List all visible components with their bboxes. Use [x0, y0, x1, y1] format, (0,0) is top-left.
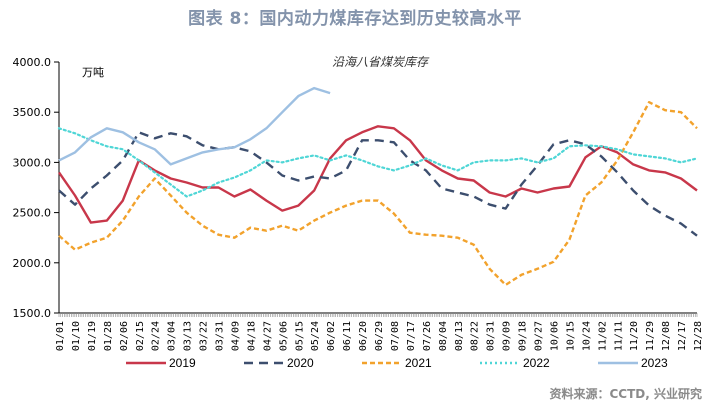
x-axis: 01/01 01/10 01/19 01/28 02/06 02/15 02/24 03/04…: [54, 312, 704, 351]
x-tick-label: 07/17: [406, 321, 417, 351]
series-2021-line: [58, 101, 698, 287]
x-tick-label: 12/28: [693, 321, 704, 351]
legend-label-2021: 2021: [405, 356, 432, 370]
source-note: 资料来源：CCTD, 兴业研究: [549, 387, 703, 401]
x-tick-label: 08/04: [438, 321, 449, 351]
legend-label-2023: 2023: [641, 356, 668, 370]
y-axis: 1500.0 2000.0 2500.0 3000.0 3500.0 4000.0: [13, 56, 60, 320]
x-tick-label: 10/15: [565, 321, 576, 351]
x-tick-label: 02/24: [151, 321, 162, 351]
x-tick-label: 07/26: [422, 321, 433, 351]
legend-label-2020: 2020: [287, 356, 314, 370]
figure-title: 图表 8：国内动力煤库存达到历史较高水平: [188, 9, 522, 29]
series-2020-line: [58, 131, 698, 237]
unit-label: 万吨: [82, 66, 104, 79]
x-tick-label: 01/10: [71, 321, 82, 351]
x-tick-label: 03/31: [215, 321, 226, 351]
x-tick-label: 06/29: [374, 321, 385, 351]
x-tick-label: 01/28: [103, 321, 114, 351]
x-tick-label: 12/17: [677, 321, 688, 351]
x-tick-label: 11/02: [597, 321, 608, 351]
x-tick-label: 01/01: [55, 321, 66, 351]
x-tick-label: 10/24: [581, 321, 592, 351]
series-2022-line: [57, 127, 699, 198]
x-tick-label: 08/13: [454, 321, 465, 351]
x-tick-label: 05/15: [294, 321, 305, 351]
x-tick-label: 08/22: [470, 321, 481, 351]
x-tick-label: 04/09: [230, 321, 241, 351]
series-2019-line: [58, 125, 698, 224]
x-tick-label: 06/11: [342, 321, 353, 351]
y-tick-label: 3000.0: [13, 156, 52, 169]
x-tick-label: 04/27: [262, 321, 273, 351]
x-tick-label: 03/13: [183, 321, 194, 351]
x-tick-label: 01/19: [87, 321, 98, 351]
legend-label-2019: 2019: [169, 356, 196, 370]
x-tick-label: 09/18: [518, 321, 529, 351]
x-tick-label: 02/06: [119, 321, 130, 351]
legend: 2019 2020 2021 2022 2023: [126, 356, 668, 370]
x-tick-label: 11/20: [629, 321, 640, 351]
x-tick-label: 11/11: [613, 321, 624, 351]
chart-subtitle: 沿海八省煤炭库存: [332, 55, 430, 69]
x-tick-label: 04/18: [246, 321, 257, 351]
x-tick-label: 10/06: [549, 321, 560, 351]
x-tick-label: 05/24: [310, 321, 321, 351]
x-tick-label: 12/08: [661, 321, 672, 351]
y-tick-label: 2500.0: [13, 207, 52, 220]
x-tick-label: 09/09: [502, 321, 513, 351]
x-tick-label: 03/22: [199, 321, 210, 351]
x-tick-label: 03/04: [167, 321, 178, 351]
x-tick-label: 09/27: [534, 321, 545, 351]
y-tick-label: 1500.0: [13, 307, 52, 320]
x-tick-label: 06/20: [358, 321, 369, 351]
y-tick-label: 3500.0: [13, 106, 52, 119]
series-2023-line: [58, 86, 331, 166]
x-tick-label: 07/08: [390, 321, 401, 351]
x-tick-label: 06/02: [326, 321, 337, 351]
x-tick-label: 02/15: [135, 321, 146, 351]
y-tick-label: 4000.0: [13, 56, 52, 69]
y-tick-label: 2000.0: [13, 257, 52, 270]
x-tick-label: 08/31: [486, 321, 497, 351]
x-tick-label: 05/06: [278, 321, 289, 351]
series-lines: [57, 86, 699, 287]
x-tick-label: 11/29: [645, 321, 656, 351]
legend-label-2022: 2022: [523, 356, 550, 370]
